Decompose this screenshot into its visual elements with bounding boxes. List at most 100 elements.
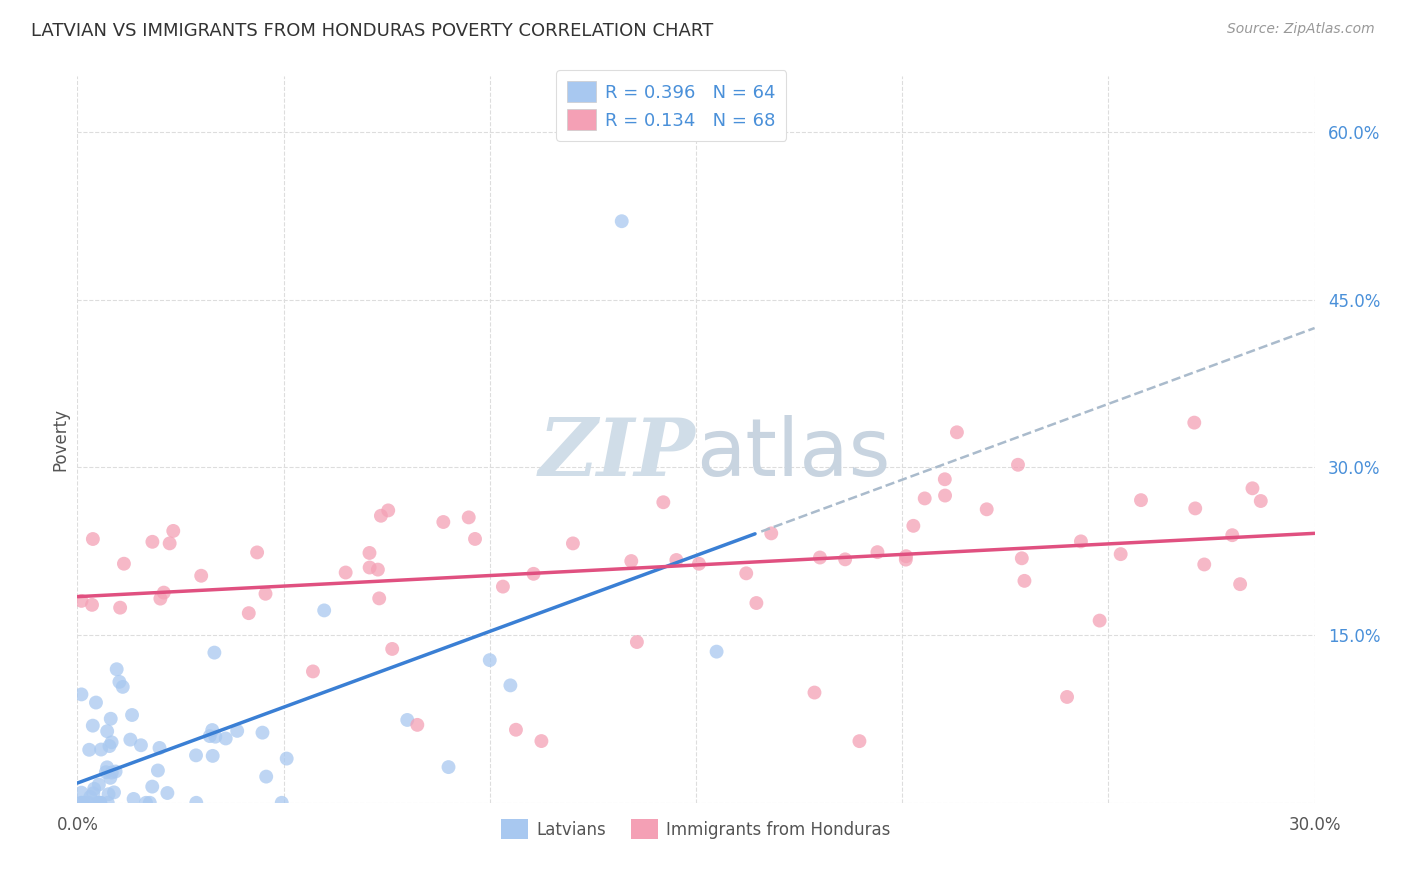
Point <box>202 646 225 660</box>
Point <box>706 645 728 659</box>
Point <box>665 553 688 567</box>
Point <box>377 503 399 517</box>
Text: Source: ZipAtlas.com: Source: ZipAtlas.com <box>1227 22 1375 37</box>
Point <box>1130 493 1153 508</box>
Point <box>1229 577 1251 591</box>
Point <box>82 719 104 733</box>
Point <box>464 532 486 546</box>
Point <box>77 796 100 810</box>
Point <box>381 642 404 657</box>
Point <box>808 550 831 565</box>
Point <box>100 735 122 749</box>
Point <box>70 796 93 810</box>
Point <box>499 678 522 692</box>
Point <box>492 580 515 594</box>
Point <box>97 787 120 801</box>
Point <box>530 734 553 748</box>
Point <box>184 748 207 763</box>
Point <box>688 557 710 571</box>
Point <box>112 557 135 571</box>
Point <box>735 566 758 581</box>
Point <box>626 635 648 649</box>
Point <box>761 526 783 541</box>
Point <box>1194 558 1216 572</box>
Point <box>90 742 112 756</box>
Point <box>96 760 118 774</box>
Text: ZIP: ZIP <box>538 415 696 492</box>
Point <box>141 780 163 794</box>
Point <box>370 508 392 523</box>
Point <box>122 792 145 806</box>
Point <box>1220 528 1243 542</box>
Point <box>87 778 110 792</box>
Point <box>108 674 131 689</box>
Point <box>934 489 956 503</box>
Point <box>437 760 460 774</box>
Point <box>406 718 429 732</box>
Point <box>70 796 93 810</box>
Point <box>79 789 101 804</box>
Point <box>432 515 454 529</box>
Point <box>82 786 104 800</box>
Point <box>89 796 111 810</box>
Point <box>1182 416 1205 430</box>
Point <box>149 591 172 606</box>
Point <box>335 566 357 580</box>
Point <box>359 546 381 560</box>
Point <box>894 549 917 564</box>
Point <box>620 554 643 568</box>
Point <box>201 723 224 737</box>
Point <box>894 552 917 566</box>
Point <box>903 518 925 533</box>
Point <box>70 594 93 608</box>
Point <box>105 662 128 676</box>
Point <box>186 796 208 810</box>
Point <box>129 738 152 752</box>
Point <box>367 563 389 577</box>
Point <box>866 545 889 559</box>
Point <box>314 603 336 617</box>
Point <box>135 796 157 810</box>
Point <box>89 796 111 810</box>
Point <box>368 591 391 606</box>
Point <box>148 740 170 755</box>
Point <box>98 771 121 785</box>
Point <box>745 596 768 610</box>
Point <box>226 723 249 738</box>
Point <box>108 600 131 615</box>
Point <box>1007 458 1029 472</box>
Point <box>834 552 856 566</box>
Point <box>153 585 176 599</box>
Point <box>201 748 224 763</box>
Point <box>254 770 277 784</box>
Text: atlas: atlas <box>696 415 890 493</box>
Point <box>302 665 325 679</box>
Point <box>141 534 163 549</box>
Point <box>83 781 105 796</box>
Point <box>848 734 870 748</box>
Point <box>270 796 292 810</box>
Point <box>914 491 936 506</box>
Point <box>89 796 111 810</box>
Point <box>70 687 93 701</box>
Point <box>1109 547 1132 561</box>
Point <box>1056 690 1078 704</box>
Point <box>204 730 226 744</box>
Point <box>478 653 501 667</box>
Point <box>1250 494 1272 508</box>
Point <box>190 568 212 582</box>
Legend: Latvians, Immigrants from Honduras: Latvians, Immigrants from Honduras <box>495 813 897 846</box>
Point <box>104 764 127 779</box>
Point <box>73 796 96 810</box>
Point <box>1014 574 1036 588</box>
Point <box>96 724 118 739</box>
Point <box>98 739 121 753</box>
Point <box>1088 614 1111 628</box>
Point <box>505 723 527 737</box>
Point <box>1184 501 1206 516</box>
Point <box>359 560 381 574</box>
Point <box>82 532 104 546</box>
Point <box>97 796 120 810</box>
Point <box>396 713 419 727</box>
Point <box>610 214 633 228</box>
